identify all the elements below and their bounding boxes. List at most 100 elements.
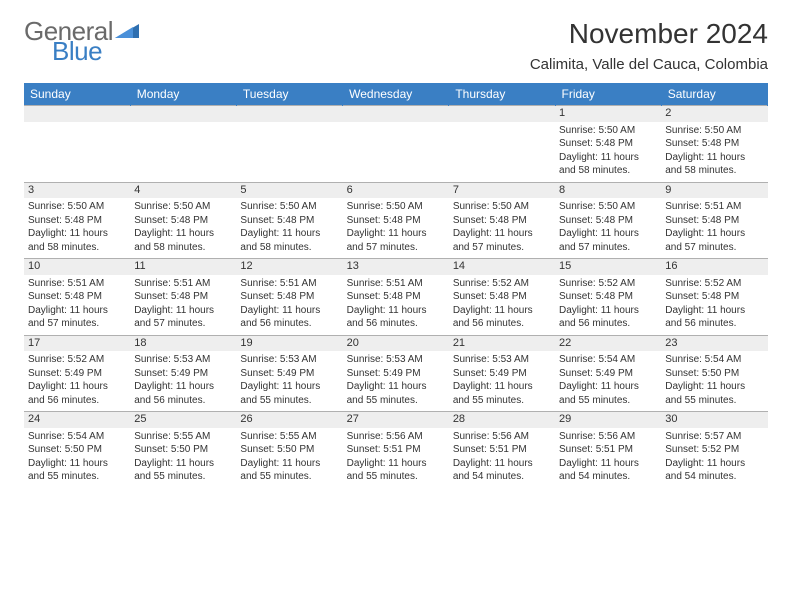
day-content-cell: Sunrise: 5:54 AMSunset: 5:49 PMDaylight:… xyxy=(555,351,661,412)
day-info-line: Sunrise: 5:51 AM xyxy=(134,277,232,291)
day-info-line: Sunrise: 5:50 AM xyxy=(347,200,445,214)
day-number: 7 xyxy=(453,184,459,196)
daynum-row: 24252627282930 xyxy=(24,412,768,428)
day-number-cell xyxy=(449,106,555,122)
weekday-header: Friday xyxy=(555,83,661,106)
day-info-line: Sunrise: 5:51 AM xyxy=(665,200,763,214)
day-info-line: Sunrise: 5:50 AM xyxy=(665,124,763,138)
day-number: 11 xyxy=(134,260,145,272)
day-info-line: Sunrise: 5:56 AM xyxy=(559,430,657,444)
day-number-cell: 22 xyxy=(555,335,661,351)
day-content-cell: Sunrise: 5:53 AMSunset: 5:49 PMDaylight:… xyxy=(236,351,342,412)
day-content-cell: Sunrise: 5:50 AMSunset: 5:48 PMDaylight:… xyxy=(343,198,449,259)
day-number: 27 xyxy=(347,413,359,425)
day-info-line: Daylight: 11 hours and 57 minutes. xyxy=(28,304,126,331)
day-content-cell xyxy=(343,122,449,183)
day-number-cell: 23 xyxy=(661,335,767,351)
day-info-line: Sunrise: 5:52 AM xyxy=(559,277,657,291)
day-info-line: Sunset: 5:48 PM xyxy=(347,214,445,228)
day-info-line: Daylight: 11 hours and 58 minutes. xyxy=(240,227,338,254)
day-content-cell: Sunrise: 5:51 AMSunset: 5:48 PMDaylight:… xyxy=(130,275,236,336)
day-info-line: Sunset: 5:49 PM xyxy=(28,367,126,381)
content-row: Sunrise: 5:52 AMSunset: 5:49 PMDaylight:… xyxy=(24,351,768,412)
day-number: 21 xyxy=(453,337,465,349)
day-info-line: Sunrise: 5:56 AM xyxy=(453,430,551,444)
day-info-line: Sunset: 5:49 PM xyxy=(134,367,232,381)
day-info-line: Sunset: 5:49 PM xyxy=(347,367,445,381)
day-number-cell: 1 xyxy=(555,106,661,122)
day-info-line: Sunrise: 5:53 AM xyxy=(347,353,445,367)
day-number-cell: 2 xyxy=(661,106,767,122)
daynum-row: 12 xyxy=(24,106,768,122)
day-content-cell: Sunrise: 5:52 AMSunset: 5:48 PMDaylight:… xyxy=(555,275,661,336)
day-info-line: Sunrise: 5:51 AM xyxy=(28,277,126,291)
day-number: 8 xyxy=(559,184,565,196)
day-number-cell: 17 xyxy=(24,335,130,351)
day-number: 6 xyxy=(347,184,353,196)
day-number: 30 xyxy=(665,413,677,425)
day-info-line: Daylight: 11 hours and 56 minutes. xyxy=(453,304,551,331)
day-info-line: Daylight: 11 hours and 57 minutes. xyxy=(559,227,657,254)
day-number: 23 xyxy=(665,337,677,349)
day-number-cell: 16 xyxy=(661,259,767,275)
day-number: 28 xyxy=(453,413,465,425)
day-number: 1 xyxy=(559,107,565,119)
day-info-line: Sunset: 5:48 PM xyxy=(665,290,763,304)
day-info-line: Daylight: 11 hours and 54 minutes. xyxy=(453,457,551,484)
day-info-line: Daylight: 11 hours and 58 minutes. xyxy=(665,151,763,178)
day-number-cell: 18 xyxy=(130,335,236,351)
day-number: 20 xyxy=(347,337,359,349)
content-row: Sunrise: 5:50 AMSunset: 5:48 PMDaylight:… xyxy=(24,198,768,259)
day-info-line: Sunset: 5:48 PM xyxy=(665,137,763,151)
day-number-cell: 7 xyxy=(449,182,555,198)
day-number-cell: 9 xyxy=(661,182,767,198)
day-number-cell: 24 xyxy=(24,412,130,428)
day-content-cell xyxy=(130,122,236,183)
day-number: 13 xyxy=(347,260,359,272)
day-info-line: Sunrise: 5:52 AM xyxy=(453,277,551,291)
day-info-line: Daylight: 11 hours and 56 minutes. xyxy=(559,304,657,331)
day-number: 12 xyxy=(240,260,252,272)
day-number-cell: 28 xyxy=(449,412,555,428)
day-number-cell: 3 xyxy=(24,182,130,198)
day-info-line: Sunrise: 5:56 AM xyxy=(347,430,445,444)
day-info-line: Sunrise: 5:53 AM xyxy=(134,353,232,367)
day-number-cell: 8 xyxy=(555,182,661,198)
day-info-line: Sunrise: 5:53 AM xyxy=(240,353,338,367)
header: General Blue November 2024 Calimita, Val… xyxy=(24,18,768,73)
day-number: 25 xyxy=(134,413,146,425)
day-info-line: Daylight: 11 hours and 57 minutes. xyxy=(665,227,763,254)
day-number: 3 xyxy=(28,184,34,196)
day-info-line: Sunset: 5:48 PM xyxy=(134,290,232,304)
day-number-cell xyxy=(236,106,342,122)
logo-word2: Blue xyxy=(52,38,102,64)
day-content-cell: Sunrise: 5:50 AMSunset: 5:48 PMDaylight:… xyxy=(130,198,236,259)
day-info-line: Sunset: 5:48 PM xyxy=(559,214,657,228)
day-info-line: Sunrise: 5:55 AM xyxy=(134,430,232,444)
day-number: 10 xyxy=(28,260,40,272)
day-info-line: Daylight: 11 hours and 55 minutes. xyxy=(559,380,657,407)
day-content-cell: Sunrise: 5:51 AMSunset: 5:48 PMDaylight:… xyxy=(24,275,130,336)
day-info-line: Daylight: 11 hours and 54 minutes. xyxy=(665,457,763,484)
day-info-line: Sunrise: 5:54 AM xyxy=(28,430,126,444)
day-info-line: Sunset: 5:52 PM xyxy=(665,443,763,457)
day-info-line: Daylight: 11 hours and 56 minutes. xyxy=(347,304,445,331)
day-info-line: Sunset: 5:48 PM xyxy=(28,214,126,228)
weekday-header: Saturday xyxy=(661,83,767,106)
day-number-cell: 21 xyxy=(449,335,555,351)
day-number: 4 xyxy=(134,184,140,196)
day-content-cell: Sunrise: 5:54 AMSunset: 5:50 PMDaylight:… xyxy=(24,428,130,488)
day-content-cell: Sunrise: 5:51 AMSunset: 5:48 PMDaylight:… xyxy=(343,275,449,336)
daynum-row: 10111213141516 xyxy=(24,259,768,275)
day-content-cell: Sunrise: 5:51 AMSunset: 5:48 PMDaylight:… xyxy=(236,275,342,336)
day-info-line: Daylight: 11 hours and 56 minutes. xyxy=(240,304,338,331)
day-number: 24 xyxy=(28,413,40,425)
day-content-cell: Sunrise: 5:50 AMSunset: 5:48 PMDaylight:… xyxy=(449,198,555,259)
day-number: 5 xyxy=(240,184,246,196)
day-info-line: Daylight: 11 hours and 57 minutes. xyxy=(453,227,551,254)
day-info-line: Sunrise: 5:57 AM xyxy=(665,430,763,444)
day-info-line: Daylight: 11 hours and 55 minutes. xyxy=(453,380,551,407)
day-content-cell: Sunrise: 5:57 AMSunset: 5:52 PMDaylight:… xyxy=(661,428,767,488)
day-number-cell: 11 xyxy=(130,259,236,275)
day-content-cell: Sunrise: 5:53 AMSunset: 5:49 PMDaylight:… xyxy=(343,351,449,412)
